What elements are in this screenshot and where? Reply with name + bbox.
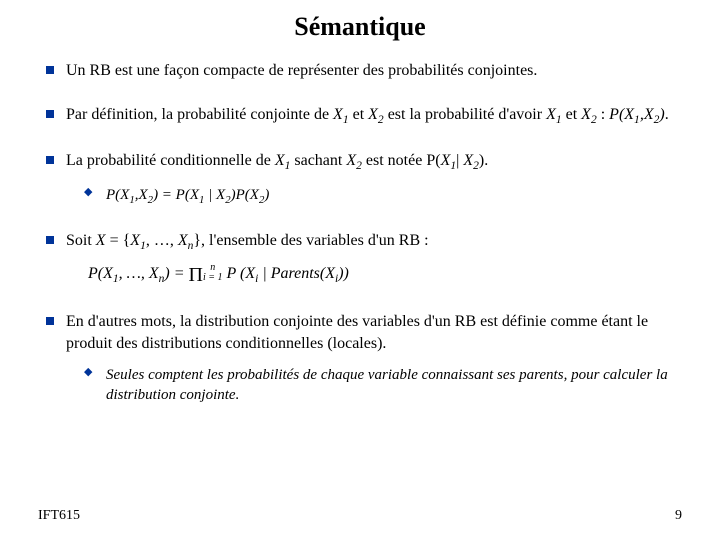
bullet-3-sub-item: P(X1,X2) = P(X1 | X2)P(X2) [84,185,680,208]
bullet-3-sub: P(X1,X2) = P(X1 | X2)P(X2) [84,185,680,208]
b2-part-b: et [349,106,369,123]
b4-part-b: = { [106,232,131,249]
var-x: X [96,232,106,249]
var-x2d: X2 [346,152,362,169]
s2c: 2 [259,194,264,206]
var-x1f: X1 [130,232,146,249]
bullet-5: En d'autres mots, la distribution conjoi… [40,311,680,405]
b2-part-a: Par définition, la probabilité conjointe… [66,106,333,123]
b3-part-a: La probabilité conditionnelle de [66,152,275,169]
f-e: | Parents(X [258,265,335,282]
bullet-4-formula: P(X1, …, Xn) = Πni = 1 P (Xi | Parents(X… [88,262,680,289]
b3-sub-formula: P(X1,X2) = P(X1 | X2)P(X2) [106,187,269,203]
b2-part-d: et [562,106,582,123]
s2b: 2 [225,194,230,206]
var-x1: X1 [333,106,349,123]
sub-2c: 2 [654,114,660,126]
var-x1b: X1 [546,106,562,123]
slide: Sémantique Un RB est une façon compacte … [0,0,720,540]
b2-part-e: : [597,106,609,123]
footer-page-number: 9 [675,508,682,524]
s1: 1 [129,194,134,206]
f-f: )) [338,265,349,282]
bullet-3: La probabilité conditionnelle de X1 sach… [40,150,680,207]
bullet-1: Un RB est une façon compacte de représen… [40,60,680,82]
product-symbol: Π [189,262,203,289]
b4-part-c: , …, [146,232,178,249]
var-x2: X2 [368,106,384,123]
bullet-5-sub-item: Seules comptent les probabilités de chaq… [84,365,680,406]
var-x1d: X1 [275,152,291,169]
var-x2e: X2 [463,152,479,169]
f-c: ) = [164,265,188,282]
s2: 2 [148,194,153,206]
bullet-2: Par définition, la probabilité conjointe… [40,104,680,129]
f-d: P (X [223,265,256,282]
sub-1c: 1 [634,114,640,126]
f-b: , …, X [119,265,159,282]
var-x1e: X1 [441,152,457,169]
b3-part-b: sachant [290,152,346,169]
bullet-5-sub-text: Seules comptent les probabilités de chaq… [106,367,668,403]
prod-bot: i = 1 [203,273,223,283]
s1b: 1 [199,194,204,206]
bullet-4: Soit X = {X1, …, Xn}, l'ensemble des var… [40,230,680,290]
bullet-5-sub: Seules comptent les probabilités de chaq… [84,365,680,406]
bullet-list: Un RB est une façon compacte de représen… [40,60,680,405]
b4-part-d: }, l'ensemble des variables d'un RB : [193,232,428,249]
b3-part-e: ). [479,152,488,169]
product-limits: ni = 1 [203,263,223,283]
slide-title: Sémantique [40,12,680,42]
b2-prob: P(X1,X2) [609,106,665,123]
var-x2b: X2 [581,106,597,123]
f-a: P(X [88,265,113,282]
bullet-1-text: Un RB est une façon compacte de représen… [66,62,537,79]
b4-part-a: Soit [66,232,96,249]
footer-course-code: IFT615 [38,508,80,524]
b2-part-c: est la probabilité d'avoir [384,106,546,123]
bullet-5-text: En d'autres mots, la distribution conjoi… [66,313,648,352]
b3-part-c: est notée P( [362,152,441,169]
var-xn: Xn [178,232,194,249]
